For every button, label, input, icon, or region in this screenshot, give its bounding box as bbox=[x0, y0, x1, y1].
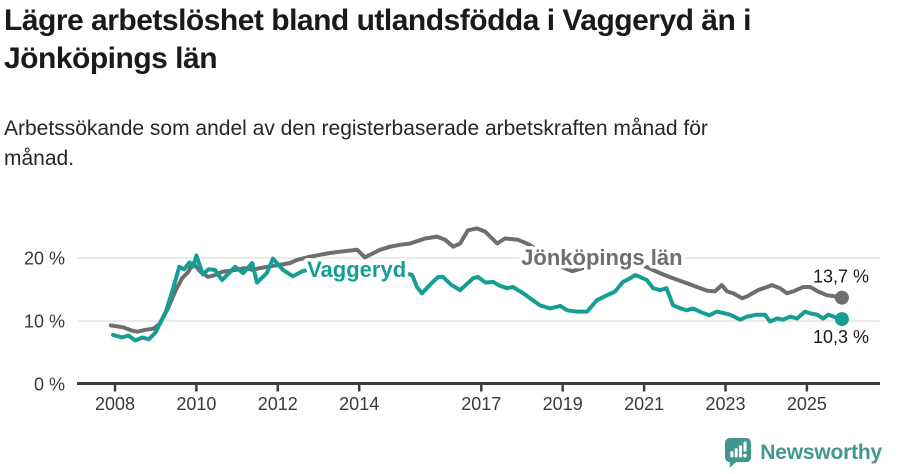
series-line-vaggeryd bbox=[111, 253, 844, 343]
y-tick-label: 0 % bbox=[34, 375, 65, 395]
x-tick-label: 2019 bbox=[543, 394, 583, 414]
page-title: Lägre arbetslöshet bland utlandsfödda i … bbox=[4, 2, 894, 78]
series-end-value-jonkopings-lan: 13,7 % bbox=[813, 267, 869, 287]
series-label-jonkopings-lan: Jönköpings län bbox=[521, 245, 682, 270]
chart-subtitle-line-2: månad. bbox=[4, 147, 75, 170]
newsworthy-brand: Newsworthy bbox=[724, 437, 882, 469]
series-end-dot-vaggeryd bbox=[834, 312, 849, 327]
x-tick-label: 2025 bbox=[787, 394, 827, 414]
series-label-vaggeryd: Vaggeryd bbox=[307, 257, 406, 282]
series-end-value-vaggeryd: 10,3 % bbox=[813, 327, 869, 347]
page-title-line-1: Lägre arbetslöshet bland utlandsfödda i … bbox=[4, 4, 751, 37]
x-tick-label: 2012 bbox=[258, 394, 298, 414]
newsworthy-logo-icon bbox=[725, 438, 752, 468]
chart-subtitle-line-1: Arbetssökande som andel av den registerb… bbox=[4, 117, 708, 140]
x-tick-label: 2014 bbox=[339, 394, 379, 414]
page-title-line-2: Jönköpings län bbox=[4, 42, 218, 75]
series-end-dot-jonkopings-lan bbox=[834, 290, 849, 305]
x-tick-label: 2017 bbox=[461, 394, 501, 414]
y-tick-label: 20 % bbox=[24, 249, 65, 269]
chart-subtitle: Arbetssökande som andel av den registerb… bbox=[4, 114, 864, 174]
series-line-jonkopings-lan bbox=[108, 226, 844, 334]
x-tick-label: 2010 bbox=[176, 394, 216, 414]
x-tick-label: 2021 bbox=[624, 394, 664, 414]
x-tick-label: 2008 bbox=[95, 394, 135, 414]
newsworthy-brand-name: Newsworthy bbox=[760, 441, 882, 464]
y-tick-label: 10 % bbox=[24, 312, 65, 332]
x-tick-label: 2023 bbox=[705, 394, 745, 414]
